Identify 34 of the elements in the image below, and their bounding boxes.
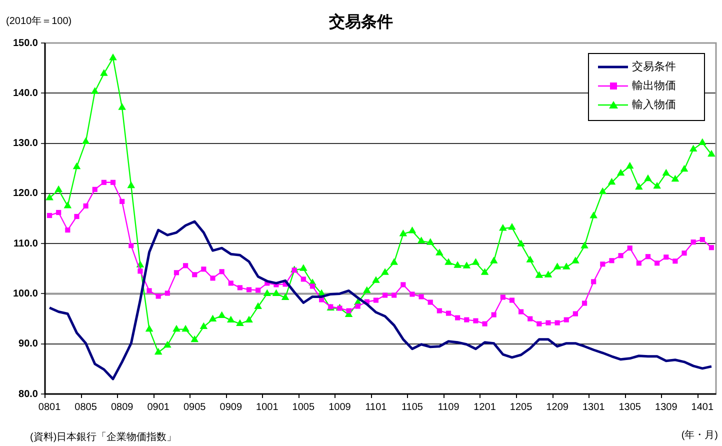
x-tick-label: 1109	[438, 402, 460, 413]
x-axis-title: (年・月)	[681, 429, 718, 442]
y-tick-label: 150.0	[12, 38, 38, 49]
x-tick-label: 1009	[328, 402, 352, 413]
y-tick-label: 110.0	[14, 238, 38, 250]
x-tick-label: 1301	[582, 402, 606, 413]
y-tick-label: 130.0	[12, 138, 38, 150]
y-tick-label: 100.0	[12, 288, 38, 300]
x-tick-label: 0905	[183, 402, 206, 413]
x-tick-label: 1201	[474, 402, 496, 413]
legend-label: 輸出物価	[632, 79, 676, 92]
x-tick-label: 0901	[147, 402, 170, 413]
x-tick-label: 1005	[292, 402, 315, 413]
x-tick-label: 0809	[110, 402, 134, 413]
x-tick-label: 1209	[546, 402, 569, 413]
y-tick-label: 120.0	[12, 188, 38, 200]
y-axis-title: (2010年＝100)	[6, 15, 72, 28]
x-tick-label: 0801	[38, 402, 62, 413]
legend-label: 交易条件	[632, 60, 676, 74]
x-tick-label: 1401	[691, 402, 714, 413]
text: (資料)日本銀行「企業物価指数」	[30, 430, 177, 444]
x-tick-label: 1105	[401, 402, 424, 413]
y-tick-label: 90.0	[18, 338, 38, 350]
x-tick-label: 1309	[655, 402, 678, 413]
y-tick-label: 140.0	[12, 88, 38, 99]
x-tick-label: 0909	[220, 402, 242, 413]
x-tick-label: 1001	[256, 402, 279, 413]
y-tick-label: 80.0	[18, 388, 38, 400]
x-tick-label: 1305	[618, 402, 642, 413]
legend-label: 輸入物価	[632, 98, 676, 112]
x-tick-label: 1205	[510, 402, 533, 413]
x-tick-label: 0805	[74, 402, 98, 413]
chart-title: 交易条件	[329, 14, 393, 31]
x-tick-label: 1101	[365, 402, 388, 413]
